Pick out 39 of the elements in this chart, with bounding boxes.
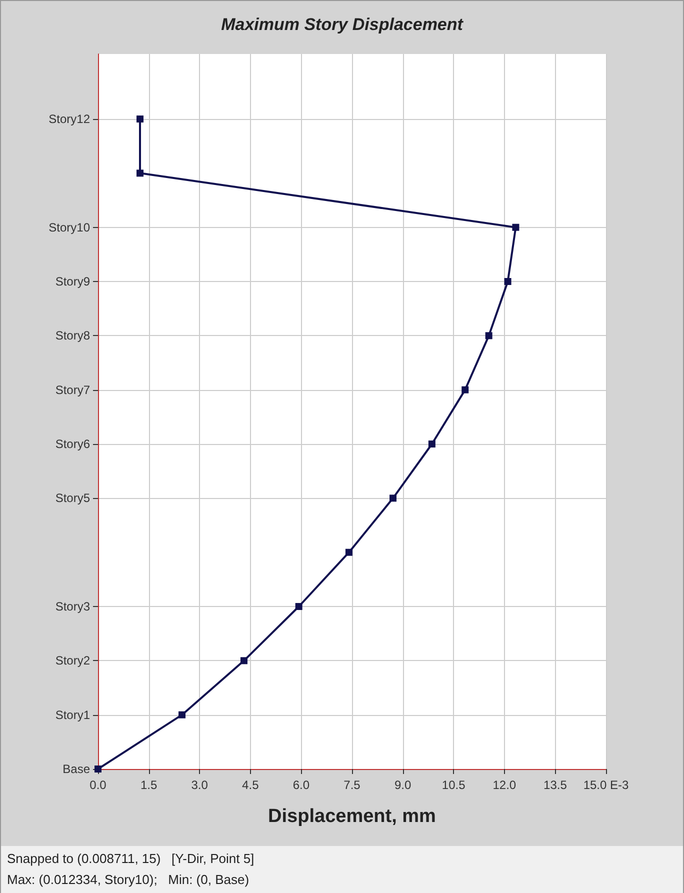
point [428, 440, 436, 448]
x-tick-label: 15.0 E-3 [583, 778, 629, 792]
point [295, 603, 302, 610]
point [94, 766, 102, 772]
y-tick-label: Story6 [55, 437, 90, 451]
y-tick-label: Story8 [55, 328, 90, 343]
y-tick-label: Story9 [55, 274, 90, 288]
x-axis-title: Displacement, mm [268, 806, 436, 827]
y-tick-label: Story7 [55, 382, 90, 397]
point [485, 332, 492, 340]
point [390, 494, 397, 502]
y-tick-label: Story10 [48, 220, 90, 234]
y-tick-label: Base [62, 762, 90, 776]
y-tick-label: Story1 [55, 708, 90, 722]
x-tick-label: 10.5 [442, 778, 466, 792]
x-tick-label: 1.5 [140, 778, 158, 792]
text: Max: (0.012334, Story10); Min: (0, Base) [7, 871, 250, 889]
chart-title: Maximum Story Displacement [221, 15, 464, 34]
point [136, 116, 144, 122]
point [178, 711, 186, 718]
point [462, 386, 469, 394]
point [512, 224, 520, 231]
x-tick-label: 7.5 [344, 778, 361, 792]
y-tick-label: Story3 [55, 600, 90, 614]
text: Snapped to (0.008711, 15) [Y-Dir, Point 5] [7, 850, 256, 868]
y-tick-label: Story2 [55, 654, 90, 668]
point [136, 170, 144, 177]
point [345, 548, 352, 556]
x-tick-label: 4.5 [242, 778, 260, 792]
x-tick-label: 6.0 [292, 778, 310, 792]
y-tick-label: Story12 [48, 112, 90, 126]
point [504, 278, 512, 285]
x-tick-label: 13.5 [544, 778, 568, 792]
x-tick-label: 3.0 [191, 778, 208, 792]
x-tick-label: 12.0 [492, 778, 516, 792]
y-tick-label: Story5 [55, 491, 90, 506]
x-tick-label: 9.0 [394, 778, 412, 792]
x-tick-label: 0.0 [90, 778, 107, 792]
point [240, 657, 248, 664]
